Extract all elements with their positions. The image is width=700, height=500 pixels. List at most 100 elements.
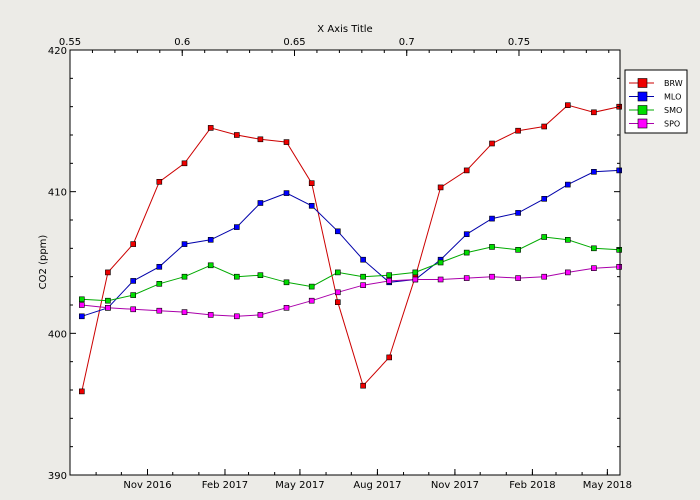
series-layer	[79, 102, 623, 395]
data-point-brw	[79, 388, 85, 395]
data-point-spo	[386, 278, 393, 284]
data-point-mlo	[257, 200, 264, 206]
data-point-spo	[360, 282, 366, 289]
data-point-mlo	[130, 278, 136, 284]
data-point-spo	[412, 276, 419, 283]
data-point-mlo	[564, 181, 571, 188]
data-point-smo	[437, 259, 444, 266]
data-point-spo	[283, 304, 290, 311]
data-point-brw	[257, 136, 264, 143]
data-point-smo	[156, 280, 163, 287]
data-point-brw	[308, 180, 315, 186]
data-point-brw	[386, 354, 393, 361]
data-point-mlo	[591, 169, 597, 175]
data-point-smo	[564, 237, 571, 243]
data-point-brw	[360, 382, 366, 389]
data-point-brw	[515, 127, 521, 134]
data-point-smo	[489, 244, 495, 250]
data-point-smo	[257, 272, 264, 279]
legend-label-spo: SPO	[664, 120, 680, 129]
data-point-spo	[79, 302, 85, 308]
data-point-smo	[515, 247, 521, 253]
y-tick-label: 410	[48, 188, 67, 199]
legend-marker-smo	[637, 105, 648, 115]
series-line-brw	[81, 104, 620, 392]
data-point-smo	[308, 283, 315, 290]
data-point-spo	[591, 265, 597, 272]
data-point-spo	[234, 313, 240, 320]
legend-marker-spo	[637, 118, 648, 129]
data-point-brw	[541, 123, 548, 130]
top-tick-label: 0.6	[174, 37, 190, 48]
legend-box	[624, 69, 688, 134]
data-point-smo	[360, 273, 366, 280]
top-tick-label: 0.65	[283, 37, 305, 48]
data-point-brw	[489, 140, 495, 147]
data-point-mlo	[489, 215, 495, 222]
data-point-mlo	[234, 224, 240, 230]
data-point-smo	[105, 297, 111, 304]
data-point-mlo	[463, 231, 470, 237]
data-point-smo	[334, 269, 341, 276]
x-tick-label: May 2017	[275, 480, 324, 491]
data-point-smo	[412, 269, 419, 276]
y-tick-label: 390	[48, 471, 67, 482]
top-tick-label: 0.7	[399, 37, 415, 48]
data-point-smo	[463, 249, 470, 256]
series-line-spo	[81, 266, 620, 317]
data-point-spo	[308, 297, 315, 304]
legend-marker-mlo	[637, 91, 648, 102]
data-point-brw	[156, 179, 163, 185]
y-tick-label: 400	[48, 329, 67, 340]
data-point-spo	[130, 306, 136, 313]
data-point-smo	[283, 279, 290, 286]
data-point-spo	[437, 276, 444, 283]
data-point-brw	[130, 241, 136, 247]
data-point-brw	[437, 184, 444, 191]
data-point-brw	[105, 269, 111, 276]
data-point-spo	[105, 304, 111, 311]
data-point-smo	[79, 296, 85, 303]
data-point-mlo	[79, 313, 85, 320]
x-tick-label: Aug 2017	[353, 480, 401, 491]
data-point-mlo	[541, 196, 548, 202]
data-point-smo	[234, 273, 240, 280]
legend-label-brw: BRW	[664, 79, 683, 88]
data-point-spo	[334, 289, 341, 296]
data-point-brw	[234, 132, 240, 138]
axes-layer: Nov 2016 Feb 2017 May 2017 Aug 2017 Nov 2017…	[48, 37, 632, 491]
x-tick-label: May 2018	[583, 480, 632, 491]
data-point-spo	[616, 263, 623, 270]
data-point-spo	[257, 312, 264, 318]
data-point-smo	[181, 273, 188, 280]
top-axis-title: X Axis Title	[317, 24, 372, 35]
top-tick-label: 0.75	[508, 37, 530, 48]
data-point-smo	[207, 262, 214, 269]
legend-marker-brw	[637, 78, 648, 88]
data-point-mlo	[181, 241, 188, 247]
data-point-spo	[564, 269, 571, 276]
data-point-spo	[207, 312, 214, 318]
data-point-brw	[207, 125, 214, 131]
data-point-mlo	[334, 228, 341, 235]
data-point-smo	[541, 234, 548, 240]
data-point-mlo	[283, 190, 290, 196]
x-tick-label: Feb 2017	[202, 480, 248, 491]
data-point-mlo	[616, 167, 623, 174]
data-point-spo	[489, 273, 495, 280]
data-point-brw	[283, 139, 290, 145]
data-point-brw	[463, 167, 470, 174]
data-point-mlo	[360, 256, 366, 263]
data-point-brw	[181, 160, 188, 167]
data-point-smo	[616, 247, 623, 253]
series-line-smo	[81, 236, 620, 302]
data-point-brw	[334, 299, 341, 306]
data-point-spo	[515, 275, 521, 281]
series-line-mlo	[81, 169, 620, 317]
legend-label-smo: SMO	[664, 106, 682, 115]
data-point-spo	[463, 275, 470, 281]
data-point-smo	[591, 245, 597, 252]
data-point-spo	[156, 307, 163, 314]
x-tick-label: Feb 2018	[509, 480, 555, 491]
